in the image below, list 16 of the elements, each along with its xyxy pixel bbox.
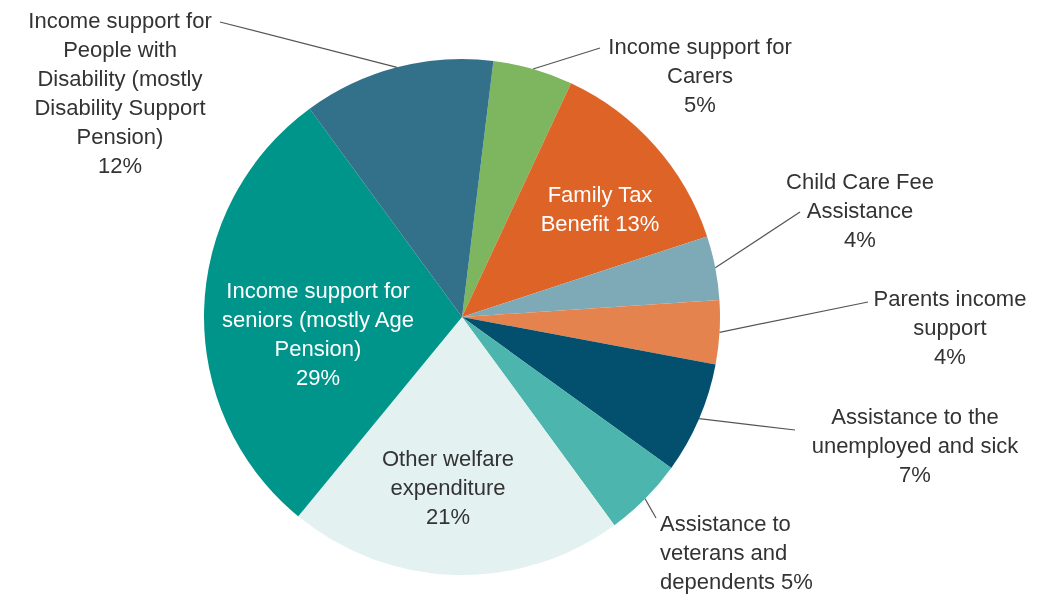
data-label: 21% [425,504,471,530]
data-label: 29% [295,365,341,391]
slice-label: Child Care Fee Assistance [786,169,934,224]
data-label: 4% [844,227,876,253]
data-label: 7% [899,462,931,488]
slice-label: Other welfare expenditure [381,446,515,501]
slice-label: Assistance to the unemployed and sick [811,404,1020,459]
slice-label: Family Tax Benefit 13% [540,182,660,237]
slice-label: Income support for Carers [608,34,792,89]
slice-label: Income support for People with Disability (mostly Disability Support Pension) [28,8,212,150]
data-label: 4% [934,344,966,370]
slice-label: Parents income support [873,286,1027,341]
data-label: 12% [97,153,143,179]
slice-label: Income support for seniors (mostly Age Pension) [222,278,414,362]
data-label: 5% [684,92,716,118]
slice-label: Assistance to veterans and dependents 5% [660,511,813,595]
